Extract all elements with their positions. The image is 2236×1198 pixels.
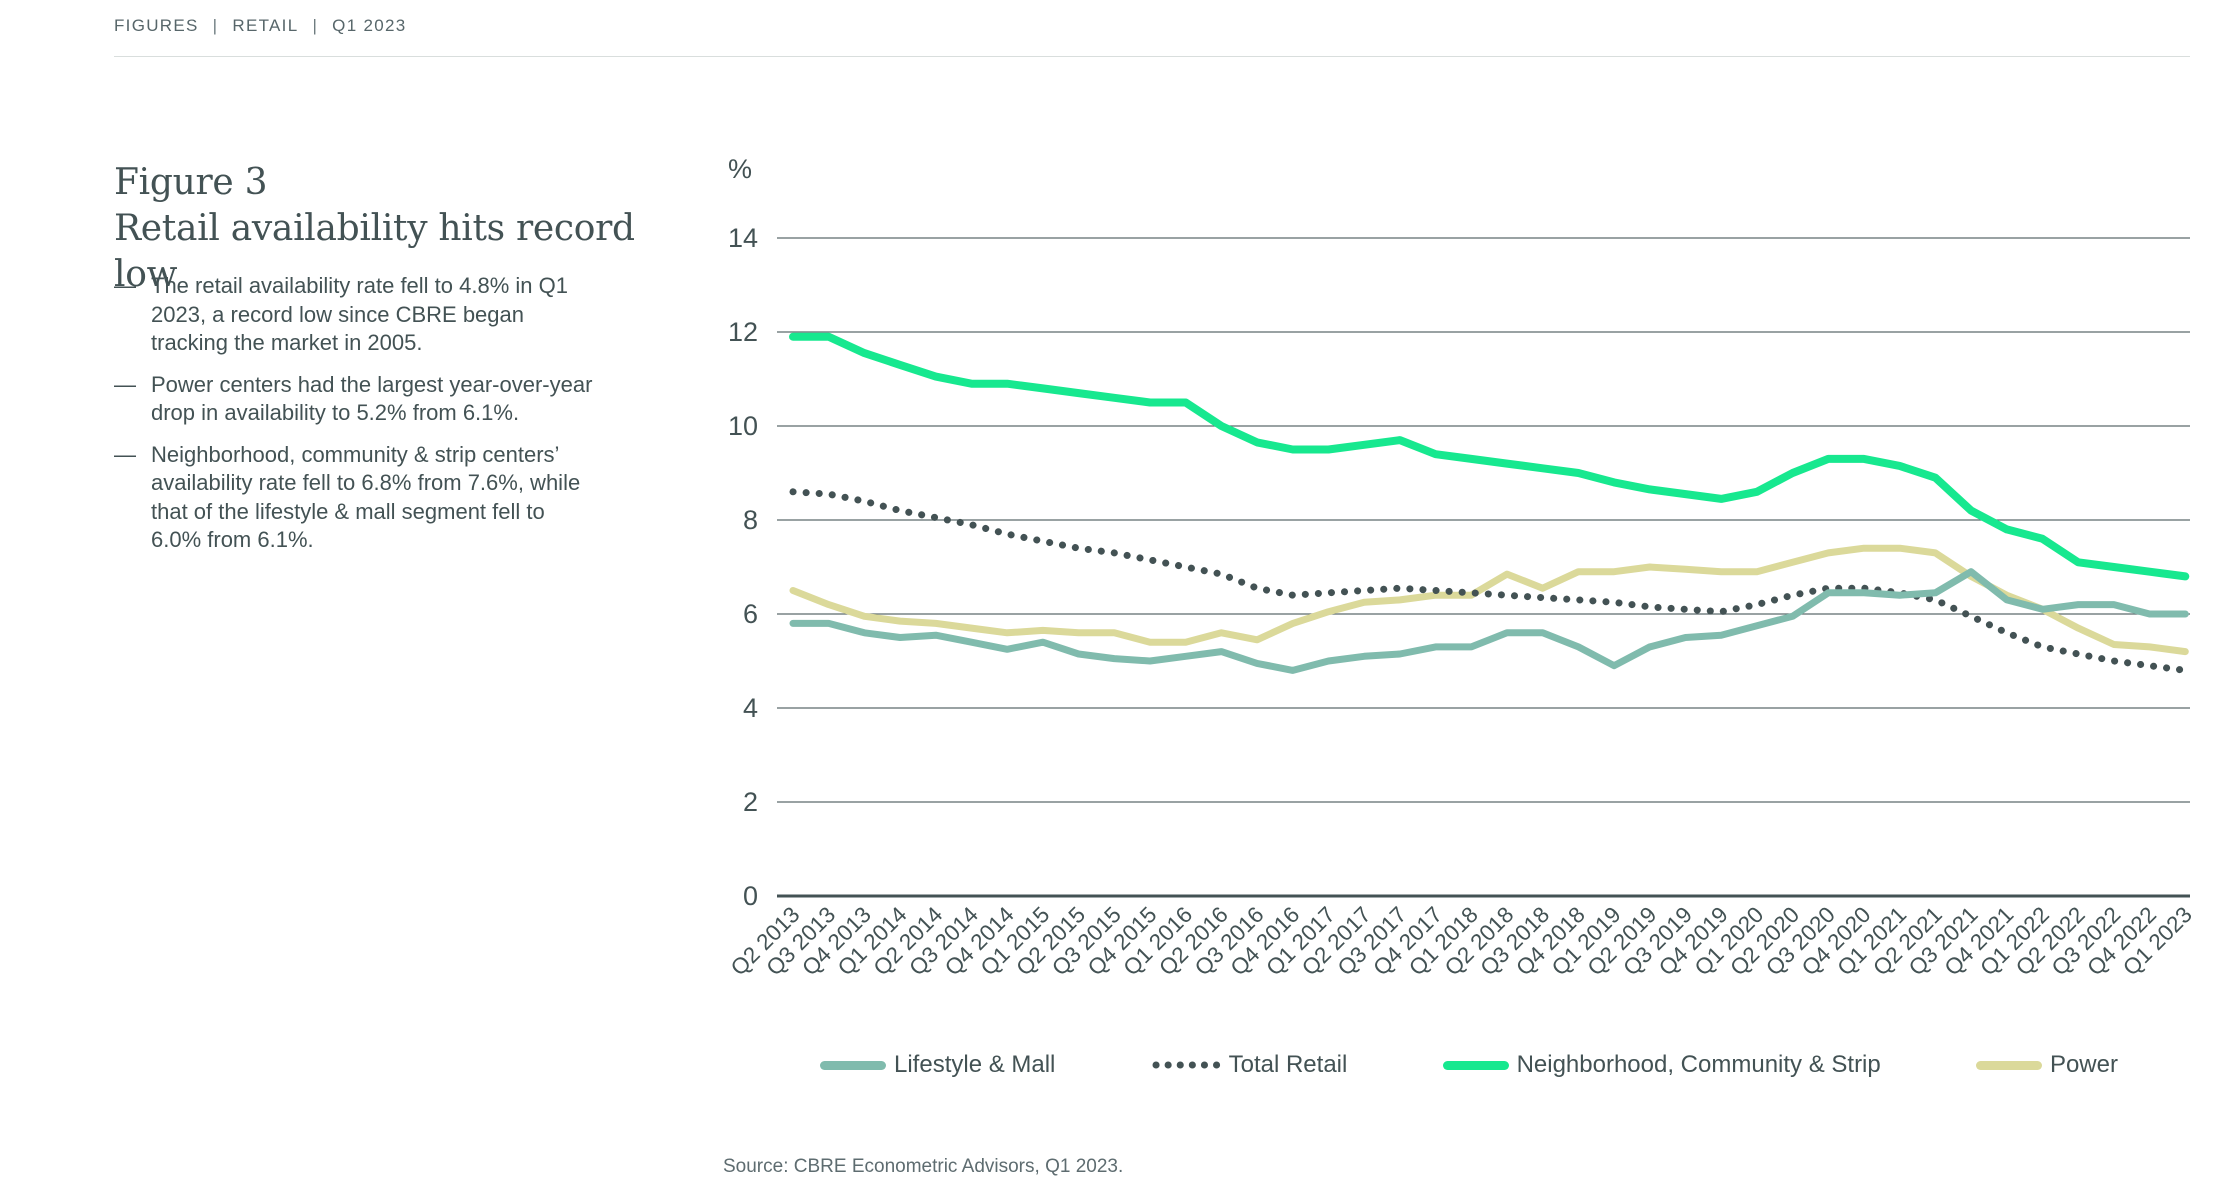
legend-label: Power bbox=[2049, 1051, 2118, 1078]
source-note: Source: CBRE Econometric Advisors, Q1 20… bbox=[723, 1156, 1124, 1177]
svg-text:6: 6 bbox=[743, 599, 758, 629]
bullet-item: — The retail availability rate fell to 4… bbox=[114, 272, 596, 358]
legend-item-total-retail: Total Retail bbox=[1151, 1051, 1348, 1079]
bullet-text: Power centers had the largest year-over-… bbox=[151, 371, 593, 426]
lifestyle-mall-line-swatch bbox=[820, 1060, 886, 1070]
breadcrumb: FIGURES | RETAIL | Q1 2023 bbox=[114, 16, 407, 36]
series-line-neighborhood-community-strip bbox=[789, 332, 2190, 581]
figure-label: Figure 3 bbox=[114, 162, 268, 203]
bullet-dash: — bbox=[114, 371, 136, 397]
bullet-text: The retail availability rate fell to 4.8… bbox=[151, 273, 568, 355]
bullet-item: — Neighborhood, community & strip center… bbox=[114, 441, 596, 555]
availability-line-chart: 0 2 4 6 8 10 12 14% Q2 2013 Q3 2013 Q4 2013 Q1 2014… bbox=[710, 130, 2230, 1010]
breadcrumb-separator: | bbox=[312, 16, 319, 35]
figure-bullets: — The retail availability rate fell to 4… bbox=[114, 272, 596, 568]
power-line-swatch bbox=[1975, 1060, 2042, 1070]
legend-item-neighborhood-community-strip: Neighborhood, Community & Strip bbox=[1442, 1051, 1881, 1079]
legend-item-lifestyle-mall: Lifestyle & Mall bbox=[820, 1051, 1055, 1079]
svg-text:4: 4 bbox=[743, 693, 758, 723]
breadcrumb-item-retail[interactable]: RETAIL bbox=[232, 16, 299, 35]
legend-label: Lifestyle & Mall bbox=[894, 1051, 1056, 1078]
figure-title: Retail availability hits record low bbox=[114, 208, 635, 295]
bullet-dash: — bbox=[114, 273, 136, 298]
series-line-total-retail bbox=[789, 488, 2189, 674]
header-divider bbox=[114, 56, 2190, 57]
svg-text:2: 2 bbox=[743, 787, 758, 817]
series-line-power bbox=[789, 544, 2189, 656]
breadcrumb-separator: | bbox=[212, 16, 219, 35]
svg-text:10: 10 bbox=[728, 411, 758, 441]
neighborhood-line-swatch bbox=[1442, 1060, 1509, 1070]
svg-text:12: 12 bbox=[728, 317, 758, 347]
legend-item-power: Power bbox=[1975, 1051, 2118, 1079]
chart-legend: Lifestyle & Mall Total Retail Neighborho… bbox=[820, 1048, 2118, 1082]
figure-title-block: Figure 3 Retail availability hits record… bbox=[114, 160, 674, 298]
series-line-lifestyle-mall bbox=[789, 568, 2189, 674]
total-retail-dotted-swatch bbox=[1152, 1061, 1221, 1069]
bullet-dash: — bbox=[114, 441, 136, 467]
breadcrumb-item-quarter[interactable]: Q1 2023 bbox=[332, 16, 407, 35]
breadcrumb-item-figures[interactable]: FIGURES bbox=[114, 16, 199, 35]
svg-text:0: 0 bbox=[743, 881, 758, 911]
svg-text:14: 14 bbox=[728, 223, 758, 253]
bullet-text: Neighborhood, community & strip centers’… bbox=[151, 441, 581, 553]
bullet-item: — Power centers had the largest year-ove… bbox=[114, 371, 596, 428]
svg-text:8: 8 bbox=[743, 505, 758, 535]
legend-label: Neighborhood, Community & Strip bbox=[1516, 1051, 1881, 1078]
legend-label: Total Retail bbox=[1228, 1051, 1348, 1078]
y-axis-unit-label: % bbox=[728, 154, 752, 184]
